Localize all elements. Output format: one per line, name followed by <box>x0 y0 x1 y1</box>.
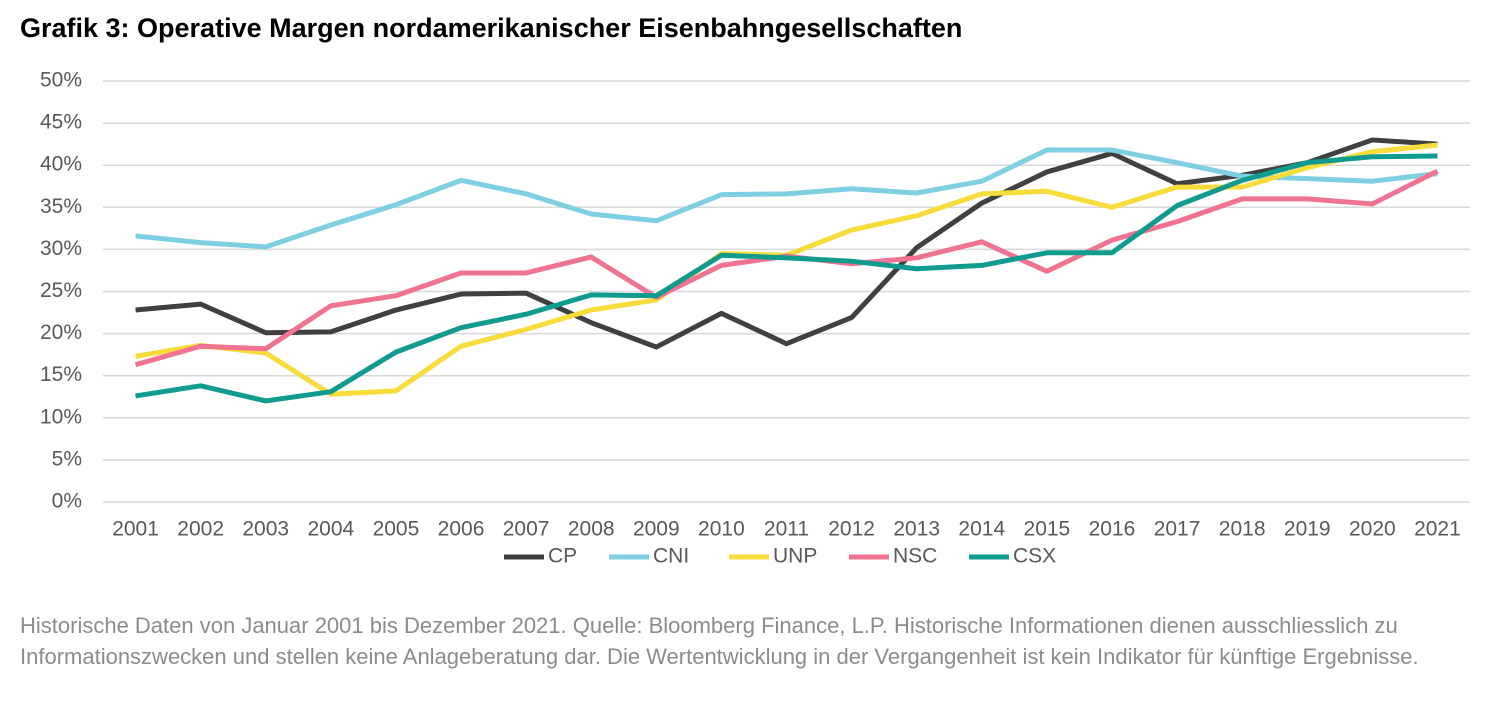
chart: Grafik 3: Operative Margen nordamerikani… <box>20 13 1470 568</box>
series-line <box>135 153 1438 404</box>
legend-label: CP <box>548 545 577 568</box>
y-tick-label: 25% <box>40 279 82 302</box>
y-tick-label: 0% <box>52 490 82 513</box>
x-tick-label: 2016 <box>1089 518 1136 541</box>
y-tick-label: 30% <box>40 237 82 260</box>
footnote: Historische Daten von Januar 2001 bis De… <box>20 613 1419 669</box>
x-tick-label: 2012 <box>828 518 875 541</box>
legend-label: CSX <box>1013 545 1056 568</box>
y-tick-label: 45% <box>40 111 82 134</box>
legend-label: CNI <box>653 545 689 568</box>
x-tick-label: 2008 <box>568 518 615 541</box>
y-tick-label: 20% <box>40 321 82 344</box>
legend-label: NSC <box>893 545 937 568</box>
x-tick-label: 2003 <box>242 518 289 541</box>
series-line <box>134 168 1439 368</box>
x-tick-label: 2019 <box>1284 518 1331 541</box>
x-tick-label: 2020 <box>1349 518 1396 541</box>
series-line <box>135 137 1438 350</box>
x-tick-label: 2017 <box>1154 518 1201 541</box>
y-tick-label: 50% <box>40 69 82 92</box>
x-tick-label: 2018 <box>1219 518 1266 541</box>
legend-label: UNP <box>773 545 817 568</box>
y-tick-label: 15% <box>40 363 82 386</box>
x-tick-label: 2014 <box>958 518 1005 541</box>
x-tick-label: 2011 <box>764 518 809 541</box>
x-tick-label: 2004 <box>307 518 354 541</box>
y-tick-label: 35% <box>40 195 82 218</box>
x-tick-label: 2006 <box>438 518 485 541</box>
y-tick-label: 10% <box>40 405 82 428</box>
y-tick-label: 40% <box>40 153 82 176</box>
x-tick-label: 2015 <box>1024 518 1071 541</box>
x-tick-label: 2009 <box>633 518 680 541</box>
x-tick-label: 2005 <box>373 518 420 541</box>
series-line <box>135 147 1438 250</box>
x-tick-label: 2002 <box>177 518 224 541</box>
chart-title: Grafik 3: Operative Margen nordamerikani… <box>20 13 962 43</box>
y-tick-label: 5% <box>52 447 82 470</box>
x-tick-label: 2010 <box>698 518 745 541</box>
x-tick-label: 2021 <box>1414 518 1461 541</box>
x-tick-label: 2001 <box>112 518 159 541</box>
x-tick-label: 2013 <box>893 518 940 541</box>
x-tick-label: 2007 <box>503 518 550 541</box>
